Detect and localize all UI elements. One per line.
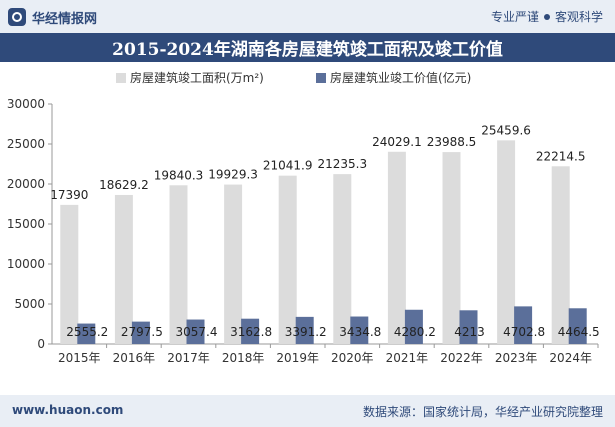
bar-area: [114, 194, 133, 344]
data-label-area: 21235.3: [317, 157, 367, 171]
bar-area: [497, 140, 516, 344]
bar-area: [169, 185, 188, 344]
data-label-value: 4280.2: [394, 325, 436, 339]
footer-bar: www.huaon.com 数据来源：国家统计局，华经产业研究院整理: [0, 395, 615, 427]
bar-value: [241, 318, 260, 344]
legend-label-area: 房屋建筑竣工面积(万m²): [130, 70, 264, 85]
x-tick-label: 2017年: [167, 351, 210, 365]
brand-logo: 华经情报网: [8, 7, 97, 27]
x-tick-label: 2023年: [495, 351, 538, 365]
logo-icon: [8, 8, 26, 26]
data-label-value: 3434.8: [339, 325, 381, 339]
data-label-value: 4702.8: [503, 325, 545, 339]
x-tick-label: 2024年: [549, 351, 592, 365]
x-tick-label: 2019年: [276, 351, 319, 365]
top-bar: 华经情报网 专业严谨 客观科学: [0, 0, 615, 33]
bar-value: [514, 306, 533, 344]
data-label-area: 19929.3: [208, 168, 258, 182]
data-label-value: 2555.2: [66, 325, 108, 339]
data-label-value: 3391.2: [285, 325, 327, 339]
y-tick-label: 5000: [14, 297, 45, 311]
bar-value: [568, 308, 587, 344]
legend-swatch-area: [116, 73, 126, 83]
legend-swatch-value: [316, 73, 326, 83]
x-tick-label: 2015年: [58, 351, 101, 365]
data-label-value: 4213: [454, 325, 485, 339]
tagline-right: 客观科学: [554, 10, 603, 24]
bar-area: [387, 151, 406, 344]
bar-area: [60, 204, 79, 344]
bar-value: [77, 323, 96, 344]
x-tick-label: 2021年: [386, 351, 429, 365]
y-tick-label: 15000: [7, 217, 45, 231]
footer-source: 数据来源：国家统计局，华经产业研究院整理: [362, 405, 603, 419]
logo-text: 华经情报网: [32, 11, 98, 27]
bar-chart: 0 5000 10000 15000 20000 25000 30000 房屋建筑竣工面积(万…: [7, 70, 600, 365]
footer-website: www.huaon.com: [12, 403, 124, 417]
bar-value: [350, 316, 369, 344]
data-label-area: 25459.6: [481, 123, 531, 137]
bar-value: [459, 310, 478, 344]
x-tick-label: 2022年: [440, 351, 483, 365]
data-label-area: 17390: [50, 188, 88, 202]
y-tick-label: 20000: [7, 177, 45, 191]
bar-area: [278, 175, 297, 344]
x-tick-label: 2020年: [331, 351, 374, 365]
bar-value: [131, 321, 150, 344]
data-label-value: 3162.8: [230, 325, 272, 339]
x-tick-label: 2016年: [113, 351, 156, 365]
data-label-value: 4464.5: [558, 325, 600, 339]
tagline: 专业严谨 客观科学: [491, 8, 603, 25]
bar-area: [442, 152, 461, 344]
data-label-area: 22214.5: [536, 149, 586, 163]
bar-area: [551, 166, 570, 344]
data-label-area: 19840.3: [154, 168, 204, 182]
x-tick-label: 2018年: [222, 351, 265, 365]
bar-area: [333, 174, 352, 344]
y-tick-label: 10000: [7, 257, 45, 271]
bar-value: [404, 309, 423, 344]
tagline-left: 专业严谨: [490, 10, 539, 24]
data-label-value: 3057.4: [176, 325, 218, 339]
legend-label-value: 房屋建筑业竣工价值(亿元): [330, 70, 471, 85]
bar-area: [224, 184, 243, 344]
chart-title: 2015-2024年湖南各房屋建筑竣工面积及竣工价值: [0, 33, 615, 62]
data-label-area: 21041.9: [263, 159, 313, 173]
data-label-area: 24029.1: [372, 135, 422, 149]
bar-value: [295, 316, 314, 344]
y-tick-label: 0: [37, 337, 45, 351]
data-label-area: 23988.5: [427, 135, 477, 149]
tagline-dot-icon: [543, 13, 550, 20]
y-tick-label: 30000: [7, 97, 45, 111]
data-label-area: 18629.2: [99, 178, 149, 192]
data-label-value: 2797.5: [121, 325, 163, 339]
y-tick-label: 25000: [7, 137, 45, 151]
bar-value: [186, 319, 205, 344]
